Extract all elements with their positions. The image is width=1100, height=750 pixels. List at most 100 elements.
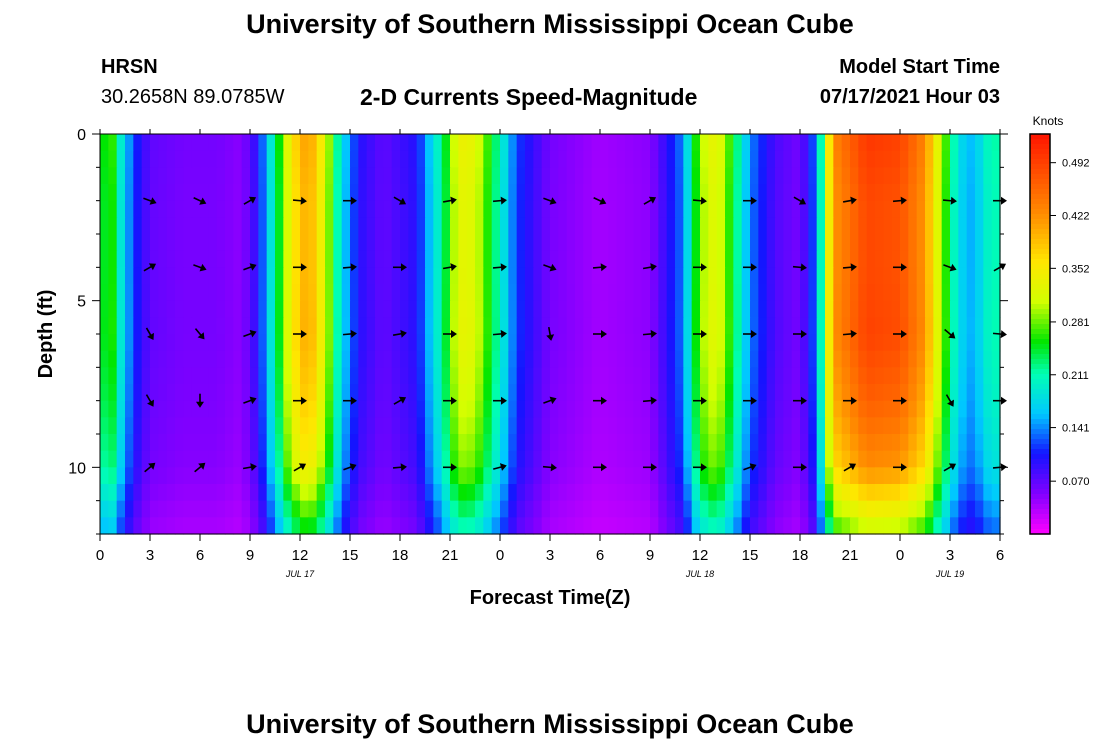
heatmap-cell — [725, 284, 734, 302]
heatmap-cell — [791, 517, 801, 535]
heatmap-cell — [266, 134, 276, 152]
heatmap-cell — [216, 350, 226, 368]
heatmap-cell — [200, 434, 209, 452]
current-vector — [443, 396, 457, 405]
heatmap-cell — [233, 500, 243, 518]
heatmap-cell — [241, 200, 251, 218]
heatmap-cell — [558, 517, 568, 535]
heatmap-cell — [658, 417, 668, 435]
heatmap-cell — [858, 284, 868, 302]
colorbar-segment — [1030, 459, 1050, 465]
heatmap-cell — [550, 234, 559, 252]
heatmap-cell — [183, 167, 193, 185]
heatmap-cell — [616, 284, 626, 302]
heatmap-cell — [558, 500, 568, 518]
heatmap-cell — [275, 484, 284, 502]
colorbar-segment — [1030, 194, 1050, 200]
heatmap-cell — [608, 434, 618, 452]
heatmap-cell — [666, 134, 676, 152]
heatmap-cell — [825, 200, 834, 218]
heatmap-cell — [325, 467, 334, 485]
x-tick-label: 6 — [196, 547, 204, 564]
heatmap-cell — [316, 217, 326, 235]
heatmap-cell — [716, 267, 726, 285]
heatmap-cell — [633, 500, 643, 518]
heatmap-cell — [975, 250, 984, 268]
heatmap-cell — [358, 467, 368, 485]
heatmap-cell — [616, 250, 626, 268]
heatmap-cell — [433, 200, 443, 218]
heatmap-cell — [758, 200, 768, 218]
heatmap-cell — [908, 350, 918, 368]
heatmap-cell — [808, 300, 818, 318]
heatmap-cell — [633, 384, 643, 402]
heatmap-cell — [783, 317, 793, 335]
heatmap-cell — [675, 167, 684, 185]
heatmap-cell — [716, 234, 726, 252]
heatmap-cell — [300, 184, 309, 202]
heatmap-cell — [241, 467, 251, 485]
heatmap-cell — [141, 500, 151, 518]
heatmap-cell — [750, 417, 759, 435]
heatmap-cell — [741, 200, 751, 218]
heatmap-cell — [150, 150, 159, 168]
x-tick-label: 6 — [996, 547, 1004, 564]
heatmap-cell — [800, 200, 809, 218]
heatmap-cell — [358, 200, 368, 218]
heatmap-cell — [950, 350, 959, 368]
heatmap-cell — [100, 500, 109, 518]
heatmap-cell — [525, 384, 534, 402]
colorbar-segment — [1030, 529, 1050, 535]
heatmap-cell — [650, 334, 659, 352]
heatmap-cell — [116, 467, 126, 485]
heatmap-cell — [341, 217, 351, 235]
heatmap-cell — [141, 134, 151, 152]
heatmap-cell — [183, 284, 193, 302]
heatmap-cell — [291, 467, 301, 485]
heatmap-cell — [525, 267, 534, 285]
heatmap-cell — [691, 484, 701, 502]
heatmap-cell — [500, 384, 509, 402]
heatmap-cell — [341, 417, 351, 435]
heatmap-cell — [516, 184, 526, 202]
heatmap-cell — [466, 217, 476, 235]
heatmap-cell — [841, 217, 851, 235]
heatmap-cell — [900, 167, 909, 185]
heatmap-cell — [233, 200, 243, 218]
heatmap-cell — [141, 484, 151, 502]
heatmap-cell — [708, 250, 718, 268]
colorbar-segment — [1030, 514, 1050, 520]
heatmap-cell — [225, 484, 234, 502]
heatmap-cell — [300, 367, 309, 385]
heatmap-cell — [300, 317, 309, 335]
heatmap-cell — [483, 350, 493, 368]
heatmap-cell — [100, 317, 109, 335]
heatmap-cell — [291, 500, 301, 518]
heatmap-cell — [266, 250, 276, 268]
heatmap-cell — [233, 517, 243, 535]
heatmap-cell — [316, 200, 326, 218]
heatmap-cell — [408, 384, 418, 402]
heatmap-cell — [833, 367, 843, 385]
heatmap-cell — [941, 350, 951, 368]
heatmap-cell — [866, 150, 876, 168]
heatmap-cell — [616, 134, 626, 152]
heatmap-cell — [241, 450, 251, 468]
heatmap-cell — [766, 467, 776, 485]
heatmap-cell — [350, 134, 359, 152]
heatmap-cell — [216, 450, 226, 468]
heatmap-cell — [416, 484, 426, 502]
heatmap-cell — [700, 284, 709, 302]
heatmap-cell — [625, 217, 634, 235]
heatmap-cell — [158, 450, 168, 468]
heatmap-cell — [933, 200, 943, 218]
heatmap-cell — [716, 350, 726, 368]
heatmap-cell — [366, 367, 376, 385]
heatmap-cell — [600, 334, 609, 352]
heatmap-cell — [400, 217, 409, 235]
current-vector — [743, 396, 757, 405]
heatmap-cell — [233, 350, 243, 368]
colorbar-segment — [1030, 379, 1050, 385]
heatmap-cell — [600, 434, 609, 452]
heatmap-cell — [808, 367, 818, 385]
